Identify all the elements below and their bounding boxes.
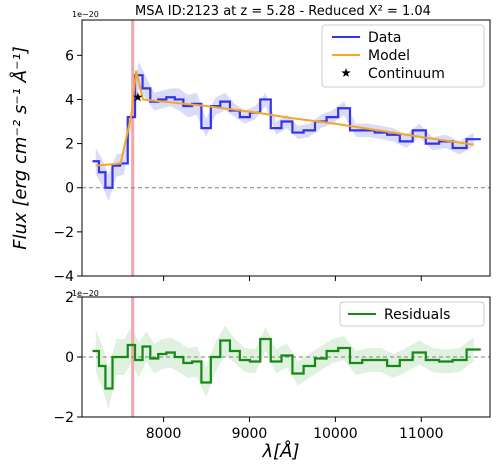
- bottom-multiplier-label: 1e−20: [72, 289, 99, 298]
- x-axis-label: λ[Å]: [261, 440, 299, 462]
- bot-ytick-label-0: −2: [53, 410, 74, 426]
- top-ytick-label-0: −4: [53, 269, 74, 285]
- top-legend: Data Model Continuum: [321, 24, 485, 88]
- top-band-area: [95, 61, 474, 201]
- bottom-panel: −2 0 2 8000 9000 10000 11000 Residuals: [53, 290, 491, 442]
- top-series-group: [92, 70, 481, 189]
- bot-band-area: [95, 325, 474, 410]
- bot-xtick-label-3: 11000: [399, 426, 444, 442]
- top-ytick-label-1: −2: [53, 225, 74, 241]
- bot-xtick-label-0: 8000: [146, 426, 182, 442]
- legend-data-label: Data: [368, 30, 401, 46]
- top-ytick-label-5: 6: [65, 48, 74, 64]
- bot-series-0-steps: [92, 337, 481, 390]
- chart-title: MSA ID:2123 at z = 5.28 - Reduced X² = 1…: [135, 4, 431, 19]
- top-multiplier-label: 1e−20: [72, 10, 99, 19]
- legend-continuum-marker: [341, 68, 351, 78]
- top-x-ticks: [163, 276, 422, 281]
- bottom-legend-box: [339, 301, 485, 327]
- bottom-x-ticks: 8000 9000 10000 11000: [146, 417, 444, 442]
- top-panel: −4 −2 0 2 4 6 Data Model Continuum: [53, 19, 491, 285]
- top-ytick-label-3: 2: [65, 137, 74, 153]
- top-plot-frame: [81, 19, 491, 277]
- bottom-legend: Residuals: [339, 301, 485, 327]
- bot-ytick-label-2: 2: [65, 290, 74, 306]
- top-ytick-label-4: 4: [65, 92, 74, 108]
- top-y-ticks: −4 −2 0 2 4 6: [53, 48, 82, 285]
- bot-xtick-label-2: 10000: [313, 426, 358, 442]
- top-series-2-star-0: [133, 92, 143, 102]
- residual-uncertainty-band: [95, 325, 474, 410]
- bot-ytick-label-1: 0: [65, 350, 74, 366]
- top-legend-box: [321, 24, 485, 88]
- bottom-series-group: [92, 337, 481, 390]
- top-ytick-label-2: 0: [65, 181, 74, 197]
- legend-residuals-label: Residuals: [384, 307, 450, 323]
- bottom-y-ticks: −2 0 2: [53, 290, 82, 426]
- legend-continuum-label: Continuum: [368, 66, 445, 82]
- data-uncertainty-band: [95, 61, 474, 201]
- top-series-1-line: [95, 70, 474, 167]
- bottom-plot-frame: [81, 296, 491, 418]
- legend-model-label: Model: [368, 48, 410, 64]
- bot-xtick-label-1: 9000: [232, 426, 268, 442]
- y-axis-label: Flux [erg cm⁻² s⁻¹ Å⁻¹]: [9, 46, 31, 250]
